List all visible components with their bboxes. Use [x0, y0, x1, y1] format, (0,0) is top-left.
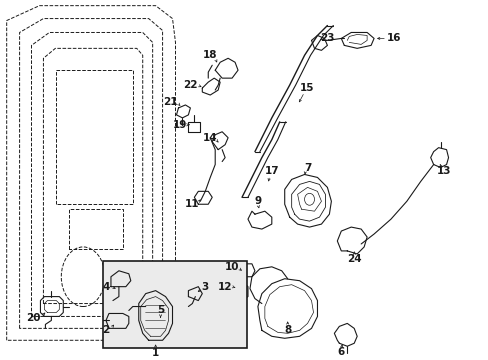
- Text: 2: 2: [102, 325, 109, 336]
- Text: 18: 18: [203, 50, 217, 60]
- Text: 11: 11: [185, 199, 199, 209]
- Text: 16: 16: [386, 33, 400, 44]
- Text: 13: 13: [435, 166, 450, 176]
- Text: 1: 1: [152, 348, 159, 358]
- Text: 10: 10: [224, 262, 239, 272]
- Text: 17: 17: [264, 166, 279, 176]
- Text: 14: 14: [203, 133, 217, 143]
- Text: 9: 9: [254, 196, 261, 206]
- Text: 3: 3: [201, 282, 208, 292]
- Text: 19: 19: [173, 120, 187, 130]
- Text: 4: 4: [102, 282, 109, 292]
- Text: 21: 21: [163, 97, 178, 107]
- Text: 15: 15: [300, 83, 314, 93]
- Text: 23: 23: [320, 33, 334, 44]
- Text: 24: 24: [346, 254, 361, 264]
- Text: 22: 22: [183, 80, 197, 90]
- Text: 6: 6: [337, 347, 344, 357]
- Text: 7: 7: [303, 162, 310, 172]
- Text: 20: 20: [26, 314, 41, 323]
- Text: 12: 12: [218, 282, 232, 292]
- Text: 8: 8: [284, 325, 291, 336]
- Bar: [103, 261, 246, 348]
- Text: 5: 5: [157, 306, 164, 315]
